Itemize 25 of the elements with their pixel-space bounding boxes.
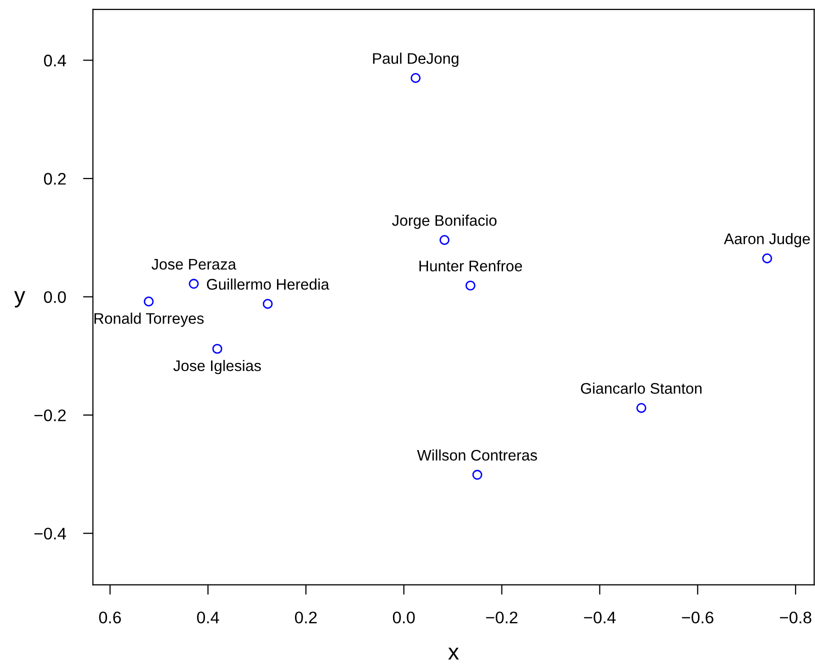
y-tick-label: 0.2 <box>44 172 66 185</box>
annotation: Ronald Torreyes <box>94 312 204 327</box>
annotation: Jorge Bonifacio <box>392 214 497 229</box>
y-tick-label: −0.4 <box>34 528 66 540</box>
x-tick-label: 0.2 <box>294 612 317 624</box>
x-axis-title: x <box>448 648 459 660</box>
y-axis-title: y <box>14 291 26 308</box>
annotation: Guillermo Heredia <box>206 278 330 290</box>
annotation: Jose Iglesias <box>173 360 261 374</box>
annotation: Hunter Renfroe <box>419 260 522 272</box>
x-tick-label: −0.4 <box>584 612 616 624</box>
x-tick-label: 0.0 <box>392 612 415 624</box>
x-tick-label: −0.2 <box>486 612 518 624</box>
x-tick-label: −0.8 <box>780 612 812 624</box>
x-tick-label: 0.6 <box>99 612 121 624</box>
annotation: Willson Contreras <box>417 449 538 461</box>
y-tick-label: 0.4 <box>44 54 66 66</box>
annotation: Giancarlo Stanton <box>580 382 702 394</box>
x-tick-label: −0.6 <box>682 612 714 624</box>
annotation: Paul DeJong <box>373 52 458 67</box>
y-tick-label: 0.0 <box>44 291 66 303</box>
x-tick-label: 0.4 <box>197 612 220 624</box>
y-tick-label: −0.2 <box>34 409 66 422</box>
annotation: Jose Peraza <box>152 258 236 270</box>
annotation: Aaron Judge <box>724 233 810 248</box>
